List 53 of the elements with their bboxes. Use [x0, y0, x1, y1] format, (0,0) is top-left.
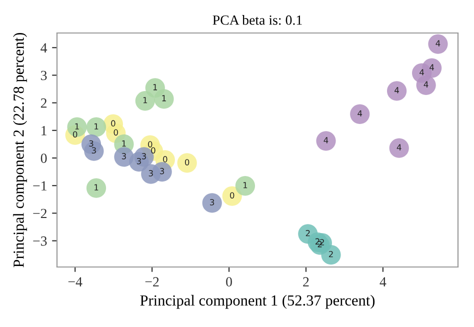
- text: 1: [143, 97, 148, 104]
- series-label: 3: [160, 168, 164, 174]
- text: 4: [324, 137, 328, 144]
- text: 3: [136, 158, 141, 164]
- text: 3: [122, 153, 126, 160]
- text: 4: [358, 110, 362, 116]
- text: 4: [436, 40, 440, 46]
- text: 0: [72, 131, 78, 138]
- text: 0: [114, 129, 118, 136]
- chart-title: PCA beta is: 0.1: [212, 15, 302, 25]
- series-label: 0: [111, 120, 116, 126]
- x-tick-label: −2: [145, 277, 159, 286]
- text: 1: [94, 184, 98, 190]
- text: 0: [151, 147, 156, 154]
- text: 3: [92, 147, 96, 154]
- text: 3: [210, 199, 214, 206]
- y-tick-label: −2: [33, 208, 47, 218]
- y-tick-label: −3: [33, 236, 47, 246]
- text: 0: [230, 192, 234, 198]
- series-label: 1: [162, 95, 166, 102]
- series-label: 2: [306, 230, 310, 236]
- text: 4: [424, 81, 428, 88]
- y-tick-label: 2: [40, 98, 47, 108]
- text: 2: [315, 238, 320, 244]
- text: 1: [122, 140, 126, 147]
- x-tick-label: 2: [303, 277, 309, 286]
- x-axis-title: Principal component 1 (52.37 percent): [140, 294, 375, 309]
- x-tick-label: −4: [68, 277, 82, 286]
- text: 0: [184, 159, 190, 166]
- text: 1: [153, 84, 158, 90]
- y-tick-label: 0: [40, 154, 47, 163]
- text: 4: [420, 69, 424, 76]
- text: 1: [75, 123, 79, 130]
- text: 2: [318, 241, 322, 248]
- text: 2: [320, 239, 324, 246]
- y-tick-label: 1: [42, 126, 46, 136]
- text: 0: [148, 141, 152, 148]
- x-tick-label: 4: [380, 277, 386, 286]
- text: 1: [94, 123, 98, 130]
- text: 0: [163, 156, 168, 162]
- series-label: 4: [430, 64, 434, 70]
- y-axis-title: Principal component 2 (22.78 percent): [13, 32, 27, 268]
- text: 4: [396, 144, 402, 150]
- text: 3: [148, 170, 153, 176]
- y-tick-label: −1: [33, 181, 46, 190]
- x-tick-label: 0: [226, 277, 232, 286]
- y-tick-label: 3: [40, 70, 47, 80]
- text: 4: [394, 87, 399, 94]
- y-tick-label: 4: [40, 43, 48, 52]
- text: 3: [89, 140, 94, 147]
- text: 3: [142, 153, 146, 160]
- text: 1: [243, 182, 248, 188]
- text: 2: [328, 250, 333, 258]
